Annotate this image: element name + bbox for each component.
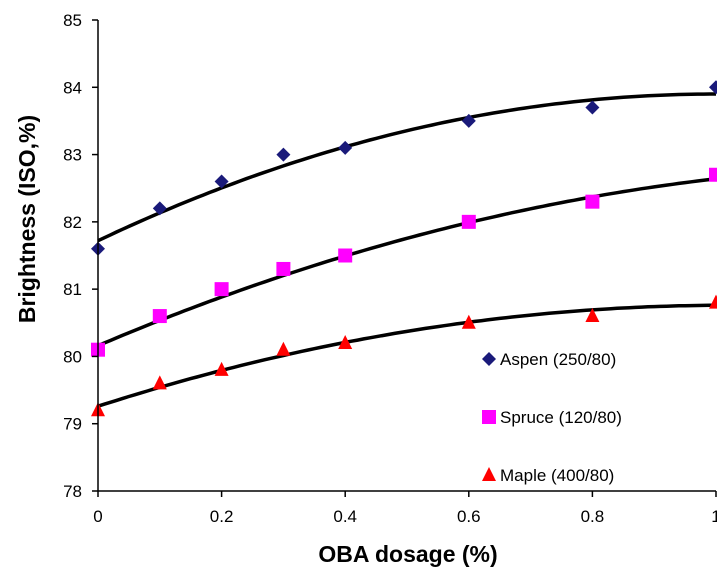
legend-label: Maple (400/80): [500, 466, 614, 485]
data-point-diamond: [338, 140, 353, 155]
x-tick-label: 0.8: [581, 507, 605, 526]
data-point-diamond: [276, 147, 291, 162]
axes: 78 79 80 81 82 83 84 85 0 0.2 0.4 0.6 0.8 1: [63, 11, 717, 526]
x-tick-label: 0.2: [210, 507, 234, 526]
data-point-triangle: [585, 308, 600, 323]
data-point-square: [276, 261, 291, 276]
data-point-triangle: [461, 314, 476, 329]
data-point-triangle: [152, 375, 167, 390]
data-point-square: [214, 282, 229, 297]
y-axis-title: Brightness (ISO,%): [14, 115, 40, 323]
data-point-square: [709, 167, 717, 182]
plot-area: [91, 80, 717, 417]
data-point-diamond: [214, 174, 229, 189]
data-point-square: [461, 214, 476, 229]
x-tick-label: 0.6: [457, 507, 481, 526]
legend-label: Spruce (120/80): [500, 408, 622, 427]
data-point-diamond: [152, 201, 167, 216]
y-tick-label: 81: [63, 280, 82, 299]
legend-marker-square: [482, 410, 496, 424]
trendline-square: [97, 177, 717, 348]
y-tick-label: 85: [63, 11, 82, 30]
y-tick-label: 82: [63, 213, 82, 232]
x-tick-label: 0.4: [333, 507, 357, 526]
data-point-diamond: [585, 100, 600, 115]
x-tick-label: 0: [93, 507, 102, 526]
data-point-triangle: [338, 334, 353, 349]
data-point-square: [585, 194, 600, 209]
legend-marker-diamond: [482, 352, 496, 366]
y-tick-label: 83: [63, 146, 82, 165]
y-tick-label: 79: [63, 415, 82, 434]
data-point-triangle: [276, 341, 291, 356]
y-tick-label: 80: [63, 347, 82, 366]
trendline-triangle: [97, 303, 716, 408]
x-tick-label: 1: [711, 507, 717, 526]
data-point-diamond: [461, 113, 476, 128]
data-point-square: [152, 309, 167, 324]
data-point-triangle: [709, 294, 717, 309]
x-axis-title: OBA dosage (%): [318, 541, 497, 567]
data-point-triangle: [214, 361, 229, 376]
y-tick-label: 84: [63, 78, 82, 97]
data-point-diamond: [709, 80, 717, 95]
legend-marker-triangle: [482, 467, 496, 481]
legend-label: Aspen (250/80): [500, 350, 616, 369]
y-tick-label: 78: [63, 482, 82, 501]
legend: Aspen (250/80) Spruce (120/80) Maple (400/…: [482, 350, 622, 485]
trendline-diamond: [97, 92, 716, 243]
data-point-square: [338, 248, 353, 263]
